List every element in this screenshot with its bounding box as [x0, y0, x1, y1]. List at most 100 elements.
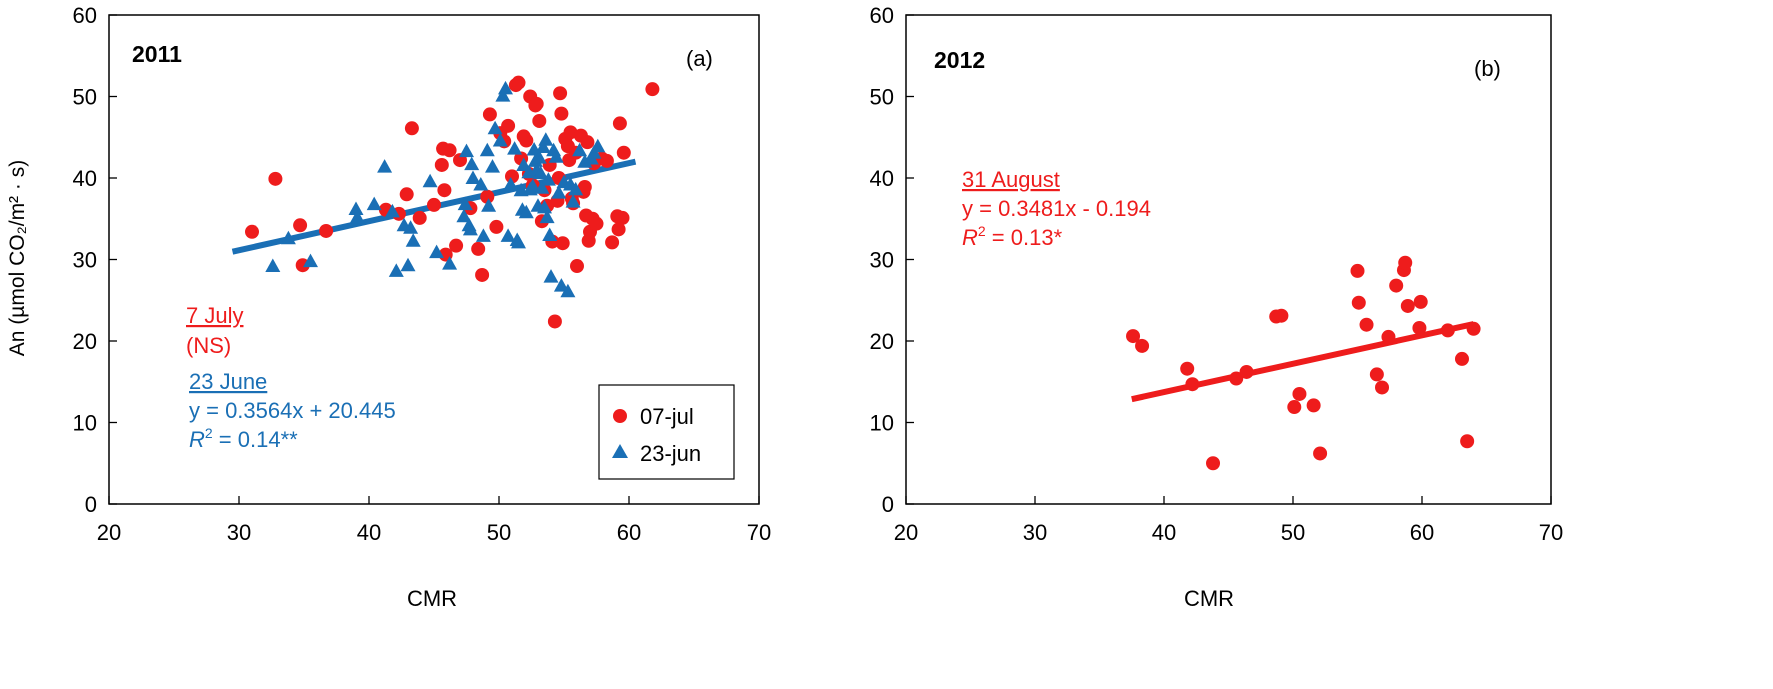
panel-a-2011: 0 10 20 30 40 50 60 20 30 40 50 60 70 2011 (a) 7 Jul…	[73, 3, 772, 611]
data-point-triangle	[479, 142, 495, 157]
panel-a-y-tick-label: 10	[73, 411, 97, 436]
panel-a-x-tick-label: 30	[227, 520, 251, 545]
panel-b-aug-title: 31 August	[962, 167, 1060, 192]
legend-box	[598, 384, 735, 480]
data-point-circle	[612, 116, 627, 131]
panel-b-2012: 0 10 20 30 40 50 60 20 30 40 50 60 70 2012 (b) 31 Au…	[870, 3, 1564, 611]
data-point-circle	[547, 314, 562, 329]
panel-a-jul-note: (NS)	[186, 333, 231, 358]
data-point-triangle	[459, 143, 474, 158]
panel-b-x-tick-label: 70	[1539, 520, 1563, 545]
data-point-circle	[489, 219, 504, 234]
data-point-circle	[1274, 308, 1289, 323]
panel-b-y-tick-label: 50	[870, 85, 894, 110]
panel-a-x-tick-label: 20	[97, 520, 121, 545]
data-point-triangle	[533, 165, 549, 180]
panel-a-legend: 07-jul 23-jun	[598, 384, 735, 480]
data-point-circle	[529, 96, 544, 111]
panel-a-y-tick-label: 60	[73, 3, 97, 28]
data-point-triangle	[442, 256, 458, 270]
data-point-triangle	[553, 278, 569, 292]
data-point-triangle	[537, 199, 552, 214]
data-point-triangle	[429, 244, 445, 259]
data-point-circle	[1359, 317, 1374, 332]
data-point-triangle	[543, 269, 559, 283]
panel-b-y-tick-label: 60	[870, 3, 894, 28]
panel-b-panel-label: (b)	[1474, 56, 1501, 81]
data-point-triangle	[377, 159, 393, 173]
data-point-triangle	[465, 170, 481, 184]
panel-a-points	[245, 75, 660, 329]
legend-marker-23-jun	[612, 444, 628, 458]
data-point-circle	[1306, 398, 1321, 413]
panel-b-points	[1126, 255, 1481, 471]
data-point-triangle	[531, 150, 547, 164]
data-point-circle	[553, 86, 568, 101]
data-point-triangle	[473, 177, 489, 191]
data-point-triangle	[534, 180, 550, 194]
panel-a-y-tick-label: 0	[85, 492, 97, 517]
panel-b-y-tick-label: 40	[870, 166, 894, 191]
data-point-circle	[1440, 323, 1455, 338]
data-point-circle	[1454, 351, 1469, 366]
data-point-circle	[475, 267, 490, 282]
panel-a-x-tick-label: 70	[747, 520, 771, 545]
data-point-circle	[1239, 364, 1254, 379]
data-point-triangle	[481, 198, 497, 212]
data-point-triangle	[485, 159, 500, 173]
panel-a-y-tick-label: 50	[73, 85, 97, 110]
data-point-triangle	[403, 220, 419, 234]
data-point-circle	[1369, 367, 1384, 382]
panel-a-jun-r2-symbol: R	[189, 427, 205, 452]
data-point-triangle	[475, 228, 491, 242]
data-point-circle	[1400, 298, 1415, 313]
panel-a-jun-r2-value: = 0.14**	[213, 427, 298, 452]
data-point-triangle	[384, 203, 400, 218]
panel-b-y-tick-label: 20	[870, 329, 894, 354]
data-point-circle	[616, 145, 631, 160]
data-point-circle	[1460, 434, 1475, 449]
data-point-circle	[505, 169, 519, 184]
data-point-circle	[1206, 456, 1221, 471]
legend-marker-07-jul	[613, 409, 627, 423]
data-point-circle	[615, 210, 630, 225]
panel-b-x-tick-label: 20	[894, 520, 918, 545]
panel-b-plot-frame	[905, 14, 1552, 505]
data-point-circle	[399, 187, 414, 202]
data-point-circle	[293, 218, 308, 233]
panel-b-x-tick-label: 50	[1281, 520, 1305, 545]
data-point-triangle	[518, 204, 534, 219]
data-point-triangle	[503, 177, 519, 191]
panel-a-jun-title: 23 June	[189, 369, 267, 394]
data-point-circle	[482, 107, 497, 122]
data-point-circle	[570, 259, 584, 274]
panel-a-x-tick-label: 40	[357, 520, 381, 545]
data-point-circle	[471, 241, 486, 256]
data-point-circle	[555, 236, 570, 251]
data-point-triangle	[511, 234, 526, 249]
panel-a-jun-r2: R2 = 0.14**	[189, 425, 298, 452]
data-point-triangle	[540, 172, 556, 186]
panel-a-jun-equation: y = 0.3564x + 20.445	[189, 398, 396, 423]
data-point-triangle	[542, 227, 558, 242]
data-point-triangle	[464, 156, 480, 171]
panel-b-x-tick-label: 40	[1152, 520, 1176, 545]
data-point-circle	[605, 235, 620, 250]
panel-a-jun-r2-superscript: 2	[205, 425, 213, 441]
data-point-circle	[599, 153, 614, 168]
data-point-circle	[1126, 329, 1141, 344]
data-point-triangle	[400, 257, 416, 272]
data-point-triangle	[280, 230, 296, 245]
panel-a-y-tick-label: 40	[73, 166, 97, 191]
panel-a-y-tick-label: 30	[73, 248, 97, 273]
data-point-triangle	[535, 139, 551, 154]
panel-b-axes: 0 10 20 30 40 50 60 20 30 40 50 60 70	[870, 3, 1564, 545]
data-point-circle	[427, 197, 441, 212]
data-point-triangle	[498, 80, 513, 95]
data-point-circle	[1413, 294, 1428, 309]
data-point-triangle	[265, 258, 281, 273]
data-point-circle	[1375, 380, 1390, 395]
data-point-circle	[412, 210, 427, 225]
data-point-circle	[1313, 446, 1328, 461]
